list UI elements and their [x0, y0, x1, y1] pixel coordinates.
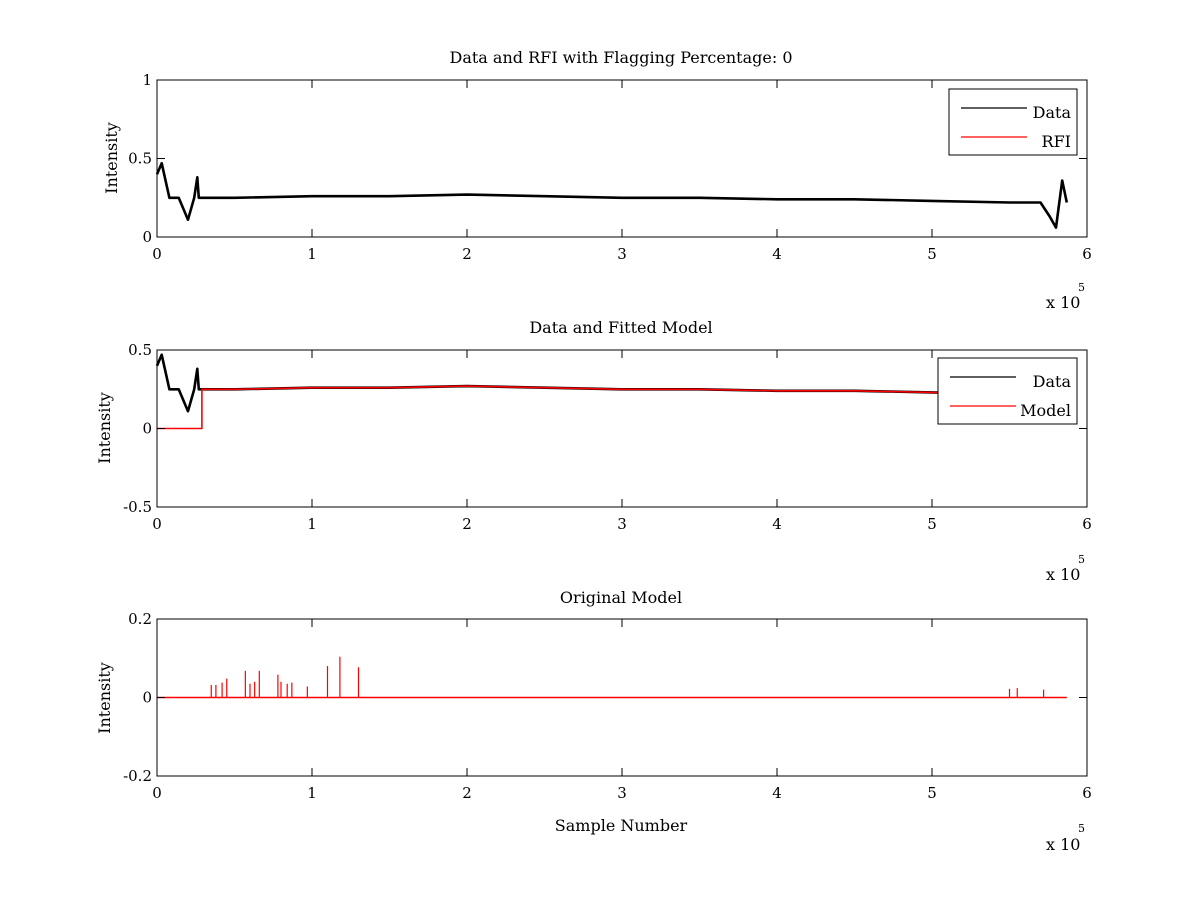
- x-tick-label: 2: [462, 515, 472, 533]
- legend-entry-label: RFI: [1042, 132, 1071, 151]
- legend-box: [948, 88, 1078, 156]
- x-tick-label: 1: [307, 515, 317, 533]
- x-tick-label: 5: [927, 784, 937, 802]
- chart-panel-fitted-model: Data and Fitted Model Intensity Data Mode…: [95, 318, 1092, 584]
- tick-labels: 0 1 2 3 4 5 6 0 0.5 1: [128, 71, 1092, 263]
- y-axis-label: Intensity: [95, 662, 114, 734]
- tick-labels: 0 1 2 3 4 5 6-0.500.5: [123, 341, 1092, 533]
- x-tick-label: 3: [617, 245, 627, 263]
- chart-panel-data-rfi: Data and RFI with Flagging Percentage: 0…: [102, 48, 1092, 312]
- x-tick-label: 3: [617, 784, 627, 802]
- y-axis-label: Intensity: [102, 122, 121, 194]
- y-tick-label: -0.5: [123, 498, 152, 516]
- x-multiplier-exponent: 5: [1078, 281, 1085, 294]
- legend-entry-label: Data: [1033, 103, 1072, 122]
- x-tick-label: 6: [1082, 784, 1092, 802]
- y-tick-label: -0.2: [123, 767, 152, 785]
- x-tick-label: 0: [152, 245, 162, 263]
- x-multiplier: x 10: [1046, 565, 1080, 584]
- y-tick-label: 0.5: [128, 341, 152, 359]
- y-tick-label: 1: [142, 71, 152, 89]
- x-tick-label: 2: [462, 784, 472, 802]
- x-tick-label: 4: [772, 784, 782, 802]
- x-tick-label: 4: [772, 245, 782, 263]
- x-tick-label: 6: [1082, 245, 1092, 263]
- series-line-model: [157, 385, 1067, 430]
- x-axis-label: Sample Number: [555, 816, 688, 835]
- chart-panel-original-model: Original Model Intensity Sample Number 0…: [95, 588, 1092, 854]
- tick-labels: 0 1 2 3 4 5 6-0.200.2: [123, 610, 1092, 802]
- x-tick-label: 0: [152, 515, 162, 533]
- x-tick-label: 4: [772, 515, 782, 533]
- y-tick-label: 0: [142, 228, 152, 246]
- x-tick-label: 5: [927, 515, 937, 533]
- x-multiplier-exponent: 5: [1078, 553, 1085, 566]
- legend: Data RFI: [948, 88, 1078, 156]
- legend: Data Model: [937, 357, 1078, 425]
- x-tick-label: 2: [462, 245, 472, 263]
- chart-title: Data and RFI with Flagging Percentage: 0: [449, 48, 792, 67]
- x-tick-label: 6: [1082, 515, 1092, 533]
- x-tick-label: 1: [307, 784, 317, 802]
- x-tick-label: 0: [152, 784, 162, 802]
- x-multiplier: x 10: [1046, 293, 1080, 312]
- chart-title: Original Model: [560, 588, 682, 607]
- x-tick-label: 3: [617, 515, 627, 533]
- y-tick-label: 0: [142, 689, 152, 707]
- x-tick-label: 1: [307, 245, 317, 263]
- legend-box: [937, 357, 1078, 425]
- x-tick-label: 5: [927, 245, 937, 263]
- legend-entry-label: Model: [1020, 401, 1071, 420]
- chart-title: Data and Fitted Model: [529, 318, 712, 337]
- y-tick-label: 0.5: [128, 150, 152, 168]
- y-tick-label: 0: [142, 420, 152, 438]
- x-multiplier-exponent: 5: [1078, 822, 1085, 835]
- series-line-data: [155, 161, 1069, 229]
- y-axis-label: Intensity: [95, 392, 114, 464]
- y-tick-label: 0.2: [128, 610, 152, 628]
- legend-entry-label: Data: [1033, 372, 1072, 391]
- x-multiplier: x 10: [1046, 835, 1080, 854]
